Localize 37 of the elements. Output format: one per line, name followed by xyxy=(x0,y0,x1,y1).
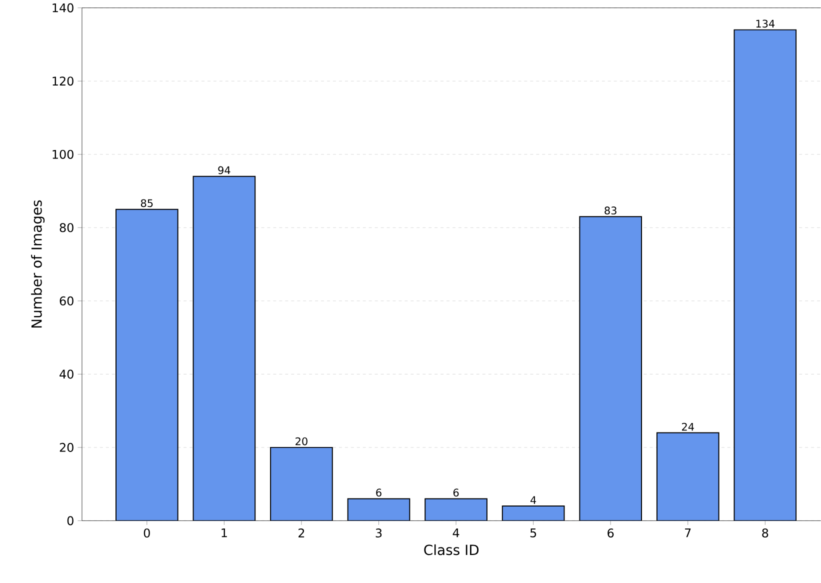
bar xyxy=(579,216,642,521)
y-tick-label: 20 xyxy=(60,443,74,452)
bar xyxy=(502,506,565,521)
data-label: 85 xyxy=(140,199,153,208)
bar xyxy=(270,447,333,521)
x-tick-label: 0 xyxy=(144,528,150,538)
x-tick-label: 4 xyxy=(452,528,460,538)
data-label: 24 xyxy=(682,422,694,431)
y-tick-label: 0 xyxy=(67,516,74,526)
y-tick-label: 140 xyxy=(52,3,74,13)
data-label: 20 xyxy=(296,437,308,446)
bar xyxy=(734,29,797,521)
x-axis-title: Class ID xyxy=(424,544,479,556)
bar xyxy=(192,176,256,521)
bar xyxy=(115,208,178,521)
x-tick-label: 8 xyxy=(762,528,768,538)
bar xyxy=(347,498,410,521)
y-tick-label: 60 xyxy=(60,296,74,306)
x-tick-label: 7 xyxy=(685,528,691,538)
data-label: 6 xyxy=(376,488,382,497)
x-tick-label: 5 xyxy=(530,528,536,538)
y-tick-label: 120 xyxy=(52,76,74,86)
data-label: 4 xyxy=(530,496,536,504)
y-tick-label: 100 xyxy=(52,150,74,160)
data-label: 134 xyxy=(756,20,775,28)
x-tick-label: 1 xyxy=(222,528,227,538)
data-label: 83 xyxy=(604,206,616,215)
y-axis-title: Number of Images xyxy=(31,200,45,328)
bar xyxy=(424,498,488,521)
bar xyxy=(656,432,720,521)
x-tick-label: 3 xyxy=(376,528,382,538)
x-tick-label: 2 xyxy=(298,528,304,538)
x-tick-label: 6 xyxy=(608,528,614,538)
y-tick-label: 40 xyxy=(60,370,74,379)
y-tick-label: 80 xyxy=(60,223,74,232)
data-label: 94 xyxy=(218,166,230,174)
data-label: 6 xyxy=(453,488,459,497)
